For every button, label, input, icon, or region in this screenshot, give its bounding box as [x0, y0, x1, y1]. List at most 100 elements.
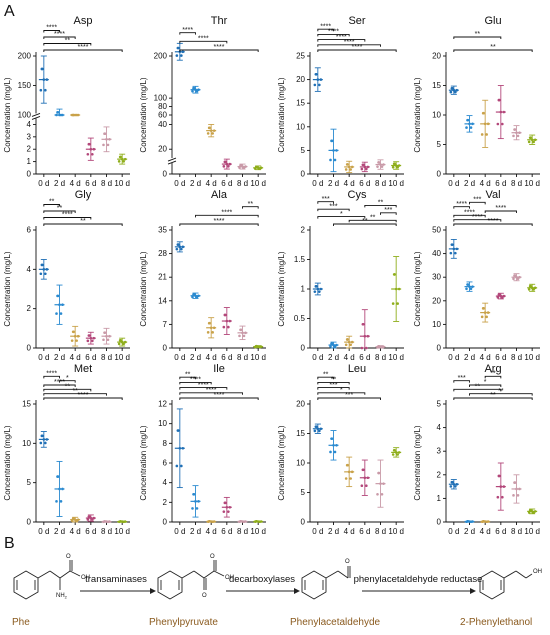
data-point: [528, 136, 532, 139]
data-point: [392, 162, 396, 166]
y-tick-label: 12: [158, 400, 167, 409]
phenylpyruvate-o-label: O: [210, 554, 215, 560]
x-tick-label: 4 d: [480, 353, 491, 362]
data-point: [333, 450, 337, 454]
sig-label: ***: [329, 203, 337, 210]
data-point: [347, 470, 351, 474]
compound-phe: Phe: [12, 617, 30, 628]
data-point: [89, 336, 93, 340]
sig-bracket: [453, 223, 533, 226]
data-point: [316, 287, 320, 291]
sig-label: ****: [46, 25, 57, 32]
y-axis-title: Concentration (mg/L): [139, 251, 148, 326]
data-point: [197, 500, 200, 503]
data-point: [391, 453, 395, 456]
data-point: [486, 311, 490, 314]
data-point: [481, 520, 485, 523]
data-point: [501, 495, 504, 499]
sig-label: **: [331, 377, 337, 384]
y-tick-label: 5: [437, 140, 442, 149]
data-point: [314, 425, 318, 428]
sig-bracket: [179, 223, 259, 226]
data-point: [228, 319, 232, 323]
y-tick-label: 0: [27, 344, 32, 353]
data-point: [361, 163, 365, 167]
data-point: [222, 325, 226, 329]
data-point: [314, 72, 318, 76]
sig-label: **: [185, 371, 191, 378]
data-point: [120, 340, 124, 344]
x-tick-label: 0 d: [174, 353, 185, 362]
data-point: [350, 470, 354, 474]
sig-bracket: [43, 384, 76, 387]
y-tick-label: 1.5: [294, 255, 306, 264]
data-point: [241, 165, 244, 168]
data-point: [376, 165, 379, 168]
data-point: [377, 471, 380, 475]
data-point: [449, 90, 453, 94]
data-point: [499, 485, 503, 488]
y-tick-label: 20: [296, 400, 305, 409]
data-point: [527, 288, 531, 291]
y-tick-label: 200: [154, 52, 168, 61]
axis-break-gap: [168, 158, 176, 164]
phe-nh2-label: NH2: [56, 593, 68, 600]
sig-label: ****: [495, 205, 506, 212]
sig-label: ****: [352, 44, 363, 51]
data-point: [71, 113, 75, 117]
y-tick-label: 2: [27, 304, 32, 313]
x-tick-label: 10 d: [388, 179, 404, 188]
data-point: [118, 155, 122, 159]
y-tick-label: 15: [296, 429, 305, 438]
phe-pathway: O OH NH2 transaminases O OH O decarboxyl…: [12, 554, 542, 628]
x-tick-label: 0 d: [312, 527, 323, 536]
chart-title: Cys: [348, 189, 367, 201]
arrow-3-head: [470, 588, 476, 594]
y-tick-label: 15: [432, 81, 441, 90]
data-point: [392, 448, 396, 452]
data-point: [40, 67, 44, 71]
data-point: [319, 427, 323, 431]
x-tick-label: 6 d: [359, 179, 370, 188]
y-tick-label: 3: [27, 132, 32, 141]
data-point: [366, 476, 370, 480]
phe-o-label: O: [66, 554, 71, 560]
data-point: [452, 482, 456, 486]
data-point: [313, 83, 317, 87]
data-point: [55, 500, 58, 503]
axis-break-mark: [167, 157, 177, 162]
data-point: [455, 482, 459, 486]
data-point: [518, 487, 521, 491]
data-point: [344, 343, 348, 347]
data-point: [366, 334, 370, 338]
sig-label: ****: [190, 377, 201, 384]
x-tick-label: 4 d: [344, 527, 355, 536]
sig-label: ***: [384, 207, 392, 214]
y-tick-label: 0: [437, 518, 442, 527]
data-point: [483, 520, 487, 523]
x-tick-label: 6 d: [495, 179, 506, 188]
data-point: [361, 322, 365, 326]
sig-label: ****: [214, 44, 225, 51]
x-tick-label: 4 d: [344, 179, 355, 188]
phenylpyruvate-keto-o-label: O: [202, 593, 207, 599]
data-point: [365, 346, 368, 350]
data-point: [483, 122, 487, 126]
data-point: [515, 131, 518, 134]
data-point: [181, 446, 185, 450]
data-point: [469, 287, 473, 291]
sig-bracket: [453, 388, 502, 392]
x-tick-label: 6 d: [85, 527, 96, 536]
data-point: [256, 520, 260, 523]
phenylpyruvate-oh-label: OH: [225, 575, 234, 581]
y-tick-label: 4: [27, 120, 32, 129]
data-point: [117, 160, 121, 163]
x-tick-label: 0 d: [174, 179, 185, 188]
data-point: [455, 247, 459, 251]
x-tick-label: 0 d: [38, 353, 49, 362]
sig-bracket: [43, 36, 76, 39]
data-point: [91, 152, 94, 156]
phenylacetaldehyde-structure: O: [301, 559, 351, 600]
data-point: [89, 516, 93, 520]
data-point: [105, 520, 108, 523]
